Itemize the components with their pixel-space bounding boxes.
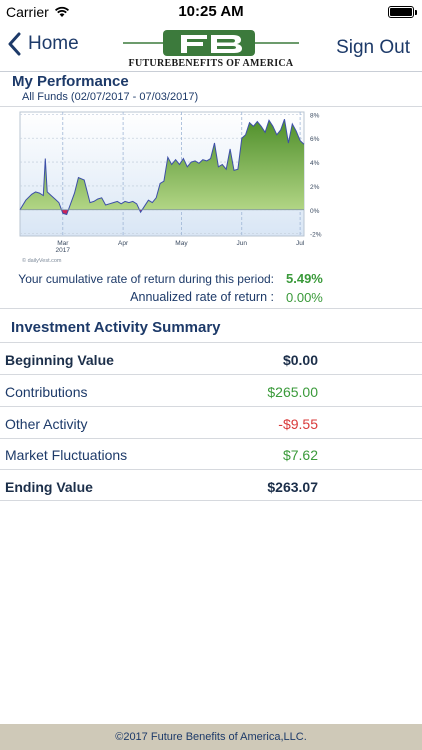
chart-y-tick-label: 0%: [310, 208, 320, 215]
chart-credit: © dailyVest.com: [22, 257, 62, 264]
performance-chart: 8% 6% 4% 2% 0% -2% Mar 2017 Apr May Jun Jul © dailyV…: [14, 108, 330, 268]
divider: [0, 106, 422, 107]
sign-out-button[interactable]: Sign Out: [336, 37, 410, 58]
divider: [0, 469, 422, 470]
row-value: $0.00: [282, 352, 318, 368]
cumulative-return-label: Your cumulative rate of return during th…: [18, 272, 274, 286]
carrier-label: Carrier: [6, 4, 49, 20]
divider: [0, 406, 422, 407]
divider: [0, 342, 422, 343]
performance-date-range: All Funds (02/07/2017 - 07/03/2017): [22, 91, 199, 103]
row-value: -$9.55: [278, 416, 318, 432]
status-bar: Carrier 10:25 AM: [0, 0, 422, 24]
annualized-return-value: 0.00%: [286, 290, 323, 305]
home-label: Home: [28, 33, 79, 54]
ending-value-row: Ending Value $263.07: [0, 470, 422, 501]
beginning-value-row: Beginning Value $0.00: [0, 343, 422, 374]
copyright-text: ©2017 Future Benefits of America,LLC.: [115, 731, 307, 743]
row-label: Ending Value: [5, 479, 93, 495]
home-back-button[interactable]: Home: [8, 32, 79, 56]
chart-y-tick-label: 2%: [310, 184, 320, 191]
chart-y-tick-label: 6%: [310, 136, 320, 143]
divider: [0, 308, 422, 309]
other-activity-row: Other Activity -$9.55: [0, 407, 422, 438]
row-value: $265.00: [267, 384, 318, 400]
performance-title: My Performance: [12, 73, 129, 90]
market-fluctuations-row: Market Fluctuations $7.62: [0, 438, 422, 469]
chart-x-tick-label: Apr: [118, 240, 129, 247]
chart-series-line: [19, 119, 305, 216]
chart-x-tick-label: Jun: [237, 240, 248, 247]
chart-x-tick-label: May: [175, 240, 188, 247]
annualized-return-label: Annualized rate of return :: [130, 290, 274, 304]
wifi-icon: [54, 6, 69, 17]
clock: 10:25 AM: [178, 3, 244, 20]
chart-area-positive: [20, 119, 304, 210]
chevron-left-icon: [8, 32, 21, 56]
carrier-indicator: Carrier: [6, 4, 70, 20]
chart-x-tick-label: 2017: [56, 247, 71, 254]
chart-y-tick-label: -2%: [310, 232, 322, 239]
row-label: Beginning Value: [5, 352, 114, 368]
divider: [0, 374, 422, 375]
chart-x-tick-label: Jul: [296, 240, 305, 247]
row-value: $7.62: [282, 447, 318, 463]
chart-y-tick-label: 4%: [310, 160, 320, 167]
fb-logo-icon: [123, 30, 299, 56]
company-logo: FUTUREBENEFITS OF AMERICA: [123, 28, 299, 70]
row-label: Market Fluctuations: [5, 447, 128, 463]
summary-title: Investment Activity Summary: [11, 319, 221, 336]
row-value: $263.07: [267, 479, 318, 495]
battery-icon: [388, 6, 417, 18]
divider: [0, 438, 422, 439]
navigation-bar: Home FUTUREBENEFITS OF AMERICA Sign Out: [0, 24, 422, 72]
cumulative-return-value: 5.49%: [286, 271, 323, 286]
contributions-row: Contributions $265.00: [0, 375, 422, 406]
chart-x-tick-label: Mar: [57, 240, 69, 247]
row-label: Contributions: [5, 384, 88, 400]
chart-y-tick-label: 8%: [310, 112, 320, 119]
logo-text: FUTUREBENEFITS OF AMERICA: [128, 58, 294, 69]
row-label: Other Activity: [5, 416, 88, 432]
divider: [0, 500, 422, 501]
footer: ©2017 Future Benefits of America,LLC.: [0, 724, 422, 750]
